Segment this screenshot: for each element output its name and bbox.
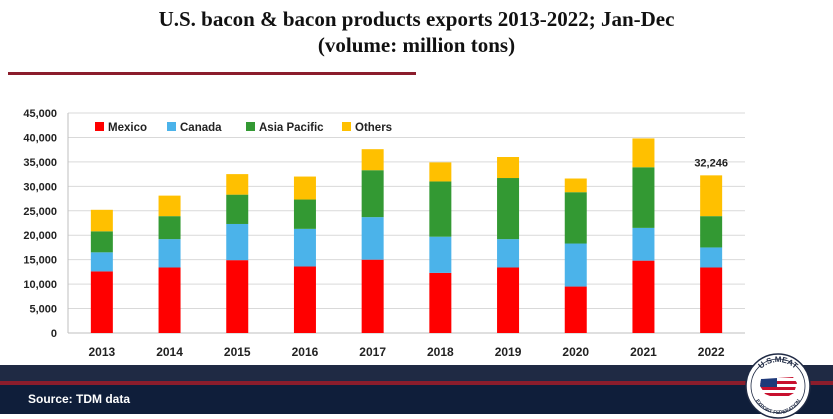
bar-segment-asia-pacific <box>158 216 181 240</box>
x-tick-label: 2017 <box>359 345 386 359</box>
legend-swatch <box>167 122 176 131</box>
legend-label: Mexico <box>108 122 147 134</box>
bar-segment-canada <box>158 239 181 268</box>
y-tick-label: 35,000 <box>23 157 57 169</box>
x-tick-label: 2022 <box>698 345 725 359</box>
footer-bar <box>0 385 833 414</box>
legend-label: Canada <box>180 122 222 134</box>
footer-accent-stripe <box>0 381 833 385</box>
legend-swatch <box>95 122 104 131</box>
legend-swatch <box>246 122 255 131</box>
footer-band <box>0 365 833 381</box>
bar-segment-canada <box>361 217 384 260</box>
title-underline <box>8 72 416 75</box>
x-tick-label: 2016 <box>292 345 319 359</box>
y-tick-label: 30,000 <box>23 181 57 193</box>
chart-title-line-1: U.S. bacon & bacon products exports 2013… <box>158 7 675 31</box>
bar-segment-others <box>226 174 249 195</box>
bar-segment-asia-pacific <box>226 194 249 224</box>
x-tick-label: 2014 <box>156 345 183 359</box>
us-meat-export-federation-logo: U.S.MEAT EXPORT FEDERATION <box>745 353 811 419</box>
bar-segment-asia-pacific <box>700 216 723 248</box>
bar-segment-others <box>632 138 655 168</box>
bar-segment-asia-pacific <box>429 181 452 237</box>
bar-segment-canada <box>700 247 723 268</box>
bar-segment-others <box>497 157 520 179</box>
bar-segment-mexico <box>361 259 384 333</box>
bar-segment-mexico <box>90 271 113 333</box>
bar-segment-others <box>158 195 181 217</box>
y-tick-label: 45,000 <box>23 108 57 120</box>
bar-segment-canada <box>564 243 587 287</box>
bar-segment-asia-pacific <box>293 199 316 229</box>
x-tick-label: 2013 <box>88 345 115 359</box>
x-tick-label: 2015 <box>224 345 251 359</box>
bar-segment-asia-pacific <box>90 231 113 253</box>
bar-segment-mexico <box>564 286 587 333</box>
legend-label: Others <box>355 122 392 134</box>
legend-label: Asia Pacific <box>259 122 324 134</box>
legend-swatch <box>342 122 351 131</box>
bar-segment-mexico <box>429 272 452 333</box>
y-tick-label: 20,000 <box>23 230 57 242</box>
y-tick-label: 25,000 <box>23 206 57 218</box>
x-tick-label: 2019 <box>495 345 522 359</box>
bar-segment-others <box>361 149 384 171</box>
bar-segment-others <box>700 175 723 217</box>
x-tick-label: 2020 <box>562 345 589 359</box>
bar-segment-others <box>564 178 587 193</box>
bar-segment-asia-pacific <box>497 178 520 240</box>
source-note: Source: TDM data <box>28 392 131 406</box>
bar-segment-others <box>293 176 316 200</box>
bar-segment-canada <box>429 236 452 273</box>
y-tick-label: 40,000 <box>23 132 57 144</box>
y-tick-label: 15,000 <box>23 255 57 267</box>
bar-segment-asia-pacific <box>361 170 384 218</box>
data-label-total: 32,246 <box>694 157 728 169</box>
bar-segment-mexico <box>700 267 723 333</box>
x-tick-label: 2021 <box>630 345 657 359</box>
bar-segment-others <box>429 162 452 182</box>
x-tick-label: 2018 <box>427 345 454 359</box>
bar-segment-mexico <box>497 267 520 333</box>
bar-segment-asia-pacific <box>564 192 587 244</box>
bar-segment-asia-pacific <box>632 167 655 228</box>
bar-segment-mexico <box>293 266 316 333</box>
chart-title: U.S. bacon & bacon products exports 2013… <box>0 6 833 58</box>
y-tick-label: 10,000 <box>23 279 57 291</box>
y-tick-label: 0 <box>51 328 57 340</box>
chart-title-line-2: (volume: million tons) <box>317 33 516 57</box>
bar-segment-mexico <box>632 260 655 333</box>
bar-segment-mexico <box>158 267 181 333</box>
bar-segment-canada <box>632 227 655 261</box>
bar-segment-canada <box>226 223 249 261</box>
bar-segment-canada <box>497 239 520 268</box>
bar-segment-mexico <box>226 260 249 333</box>
y-tick-label: 5,000 <box>29 304 57 316</box>
bar-segment-canada <box>90 252 113 272</box>
bar-segment-others <box>90 209 113 232</box>
bar-segment-canada <box>293 228 316 267</box>
